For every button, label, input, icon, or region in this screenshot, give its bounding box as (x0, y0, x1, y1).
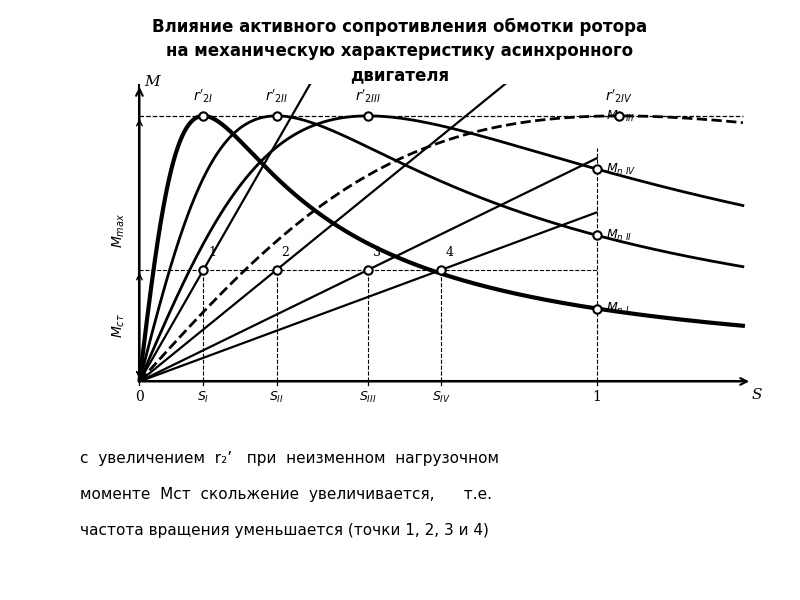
Text: частота вращения уменьшается (точки 1, 2, 3 и 4): частота вращения уменьшается (точки 1, 2… (80, 523, 489, 539)
Text: $S_I$: $S_I$ (198, 390, 210, 405)
Text: 1: 1 (592, 391, 601, 404)
Text: 3: 3 (373, 246, 381, 259)
Text: $S_{II}$: $S_{II}$ (269, 390, 284, 405)
Text: с  увеличением  r₂’   при  неизменном  нагрузочном: с увеличением r₂’ при неизменном нагрузо… (80, 451, 499, 467)
Text: 4: 4 (446, 246, 454, 259)
Text: $M_{n\ II}$: $M_{n\ II}$ (606, 228, 632, 243)
Text: $r'_{2IV}$: $r'_{2IV}$ (606, 88, 634, 105)
Text: 2: 2 (281, 246, 289, 259)
Text: Влияние активного сопротивления обмотки ротора: Влияние активного сопротивления обмотки … (153, 18, 647, 36)
Text: 1: 1 (208, 246, 216, 259)
Text: S: S (751, 388, 762, 402)
Text: $S_{IV}$: $S_{IV}$ (432, 390, 450, 405)
Text: $M_{n\ I}$: $M_{n\ I}$ (606, 301, 630, 316)
Text: $r'_{2II}$: $r'_{2II}$ (265, 88, 288, 105)
Text: 0: 0 (135, 391, 144, 404)
Text: на механическую характеристику асинхронного: на механическую характеристику асинхронн… (166, 42, 634, 60)
Text: $M_{n\ III}$: $M_{n\ III}$ (606, 109, 634, 124)
Text: двигателя: двигателя (350, 66, 450, 84)
Text: $S_{III}$: $S_{III}$ (359, 390, 377, 405)
Text: $M_{cт}$: $M_{cт}$ (110, 313, 127, 338)
Text: $M_{n\ IV}$: $M_{n\ IV}$ (606, 161, 636, 176)
Text: M: M (144, 76, 160, 89)
Text: $r'_{2I}$: $r'_{2I}$ (193, 88, 214, 105)
Text: $M_{max}$: $M_{max}$ (110, 212, 127, 248)
Text: моменте  Mст  скольжение  увеличивается,      т.е.: моменте Mст скольжение увеличивается, т.… (80, 487, 492, 503)
Text: $r'_{2III}$: $r'_{2III}$ (355, 88, 381, 105)
